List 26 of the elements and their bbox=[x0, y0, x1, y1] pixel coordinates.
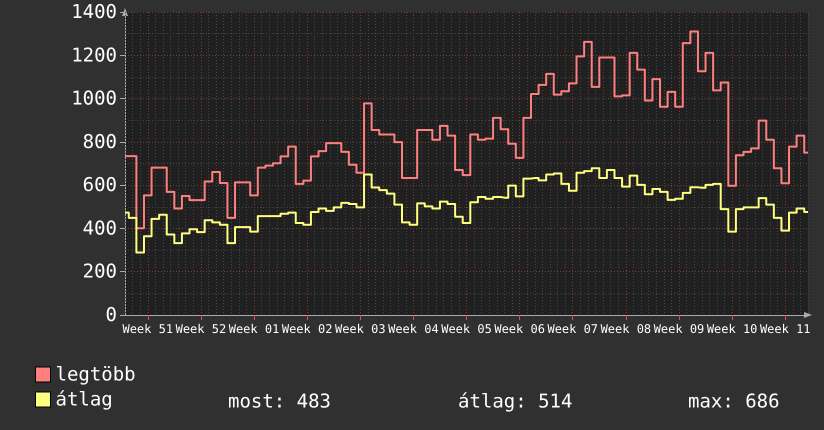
y-tick-label: 800 bbox=[82, 130, 117, 153]
x-tick-label: Week 07 bbox=[547, 322, 598, 336]
x-tick-label: Week 02 bbox=[282, 322, 332, 336]
text: most: 483 bbox=[228, 390, 331, 412]
y-tick-label: 0 bbox=[106, 304, 117, 326]
legend-label: átlag bbox=[56, 388, 113, 410]
text: átlag: 514 bbox=[458, 390, 572, 412]
y-tick-label: 400 bbox=[82, 217, 117, 240]
x-tick-label: Week 52 bbox=[176, 322, 226, 336]
x-tick-label: Week 51 bbox=[122, 322, 174, 336]
x-tick-label: Week 04 bbox=[388, 322, 439, 336]
x-tick-label: Week 01 bbox=[228, 322, 280, 336]
y-tick-label: 1200 bbox=[71, 44, 117, 66]
y-tick-label: 600 bbox=[82, 174, 117, 196]
x-tick-label: Week 05 bbox=[441, 322, 492, 336]
x-tick-label: Week 11 bbox=[760, 322, 811, 336]
x-tick-label: Week 03 bbox=[334, 322, 386, 336]
y-tick-label: 1000 bbox=[71, 88, 117, 110]
text: max: 686 bbox=[688, 390, 780, 412]
x-tick-label: Week 10 bbox=[706, 322, 758, 336]
y-tick-label: 1400 bbox=[71, 1, 117, 23]
x-tick-label: Week 06 bbox=[494, 322, 545, 336]
legend-label: legtöbb bbox=[56, 364, 136, 386]
x-tick-label: Week 09 bbox=[654, 322, 704, 336]
x-tick-label: Week 08 bbox=[600, 322, 652, 336]
y-tick-label: 200 bbox=[82, 260, 117, 283]
